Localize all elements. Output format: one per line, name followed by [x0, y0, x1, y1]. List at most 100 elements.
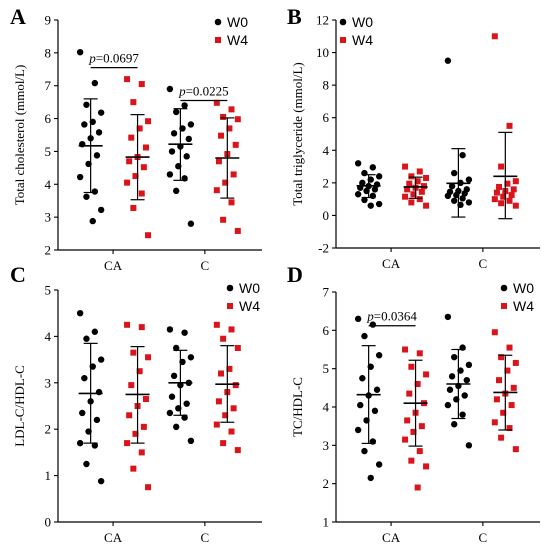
data-point-w4 [498, 354, 505, 361]
data-point-w0 [97, 206, 105, 214]
legend-label: W0 [352, 14, 373, 30]
data-point-w0 [451, 197, 458, 204]
data-point-w0 [76, 310, 84, 317]
data-point-w0 [461, 190, 468, 197]
data-point-w0 [181, 329, 188, 336]
p-value: =0.0225 [186, 84, 229, 99]
data-point-w0 [166, 171, 174, 178]
y-tick-label: 0 [323, 208, 330, 223]
data-point-w0 [361, 196, 368, 204]
data-point-w0 [354, 160, 362, 167]
data-point-w4 [228, 428, 235, 435]
data-point-w0 [83, 335, 90, 342]
data-point-w4 [493, 396, 500, 403]
data-point-w0 [91, 79, 99, 87]
legend-label: W4 [513, 298, 534, 314]
panel-d: D 1 2 3 4 5 6 7 CA C TC/HDL-C p=0.0364 W0 W4 [287, 262, 540, 545]
y-tick-label: 6 [323, 323, 330, 338]
data-point-w4 [506, 344, 513, 351]
data-point-w0 [173, 423, 180, 431]
p-value-label: p=0.0364 [366, 309, 417, 324]
data-point-w4 [510, 384, 517, 391]
data-point-w0 [373, 386, 381, 393]
data-point-w0 [173, 108, 180, 116]
data-point-w4 [138, 81, 145, 88]
data-point-w4 [218, 132, 225, 139]
x-category-label: C [479, 530, 488, 545]
y-axis-label: Total triglyceride (mmol/L) [290, 62, 305, 206]
data-point-w4 [145, 232, 152, 239]
y-tick-label: 10 [316, 45, 329, 60]
data-point-w0 [359, 375, 366, 382]
data-point-w4 [404, 186, 411, 193]
data-point-w0 [79, 409, 86, 417]
y-tick-label: 7 [323, 285, 330, 300]
data-point-w0 [354, 426, 362, 434]
data-point-w0 [95, 129, 103, 136]
data-point-w0 [97, 356, 105, 363]
data-point-w4 [220, 216, 227, 223]
data-point-w4 [410, 191, 417, 198]
data-point-w0 [375, 173, 383, 180]
data-point-w0 [91, 328, 99, 335]
y-tick-label: 8 [323, 78, 330, 93]
data-point-w4 [498, 434, 505, 441]
data-point-w0 [97, 109, 105, 116]
y-tick-label: 4 [323, 143, 330, 158]
y-tick-label: 1 [45, 468, 52, 483]
data-point-w0 [461, 392, 468, 399]
data-point-w0 [183, 153, 190, 160]
data-point-w4 [416, 350, 423, 357]
data-point-w4 [128, 134, 135, 141]
data-point-w4 [496, 377, 503, 384]
data-point-w4 [230, 171, 237, 178]
data-point-w0 [91, 442, 99, 449]
data-point-w0 [444, 401, 452, 409]
y-tick-label: 6 [45, 111, 52, 126]
data-point-w0 [181, 102, 188, 109]
data-point-w4 [234, 116, 241, 123]
data-point-w0 [375, 200, 383, 208]
y-tick-label: -2 [318, 241, 329, 256]
x-category-label: C [201, 530, 210, 545]
p-symbol: p [366, 309, 374, 324]
legend-label: W0 [513, 280, 534, 296]
legend-marker-w4 [340, 37, 346, 43]
panel-letter: B [287, 4, 302, 29]
data-point-w4 [493, 189, 500, 196]
data-point-w0 [166, 409, 174, 417]
data-point-w0 [444, 313, 452, 321]
panel-b: B -2 0 2 4 6 8 10 12 CA C Total triglyceride (mmol/… [287, 4, 540, 271]
legend-label: W0 [239, 280, 260, 296]
data-point-w0 [97, 477, 105, 485]
data-point-w4 [234, 447, 241, 454]
data-point-w4 [126, 158, 133, 165]
y-tick-label: 3 [45, 375, 52, 390]
p-value: =0.0697 [96, 51, 140, 66]
data-point-w0 [361, 169, 368, 177]
data-point-w4 [220, 440, 227, 447]
y-tick-label: 5 [323, 361, 330, 376]
y-tick-label: 5 [45, 144, 52, 159]
data-point-w4 [220, 335, 227, 342]
data-point-w4 [498, 200, 505, 207]
data-point-w4 [234, 227, 241, 234]
p-symbol: p [88, 51, 96, 66]
data-point-w0 [81, 374, 88, 382]
data-point-w4 [500, 193, 507, 200]
legend-marker-w4 [501, 303, 507, 309]
data-point-w4 [423, 174, 430, 181]
y-tick-label: 3 [45, 210, 52, 225]
y-axis-label: LDL-C/HDL-C [12, 365, 27, 447]
legend-marker-w0 [214, 18, 222, 26]
data-point-w0 [446, 386, 454, 393]
data-point-w0 [187, 437, 195, 444]
data-point-w0 [367, 202, 374, 209]
data-point-w4 [504, 367, 511, 374]
data-point-w0 [187, 354, 195, 361]
data-point-w4 [423, 463, 430, 470]
data-point-w0 [465, 199, 473, 206]
data-point-w0 [354, 315, 362, 323]
data-point-w0 [185, 135, 192, 143]
data-point-w0 [173, 344, 180, 352]
